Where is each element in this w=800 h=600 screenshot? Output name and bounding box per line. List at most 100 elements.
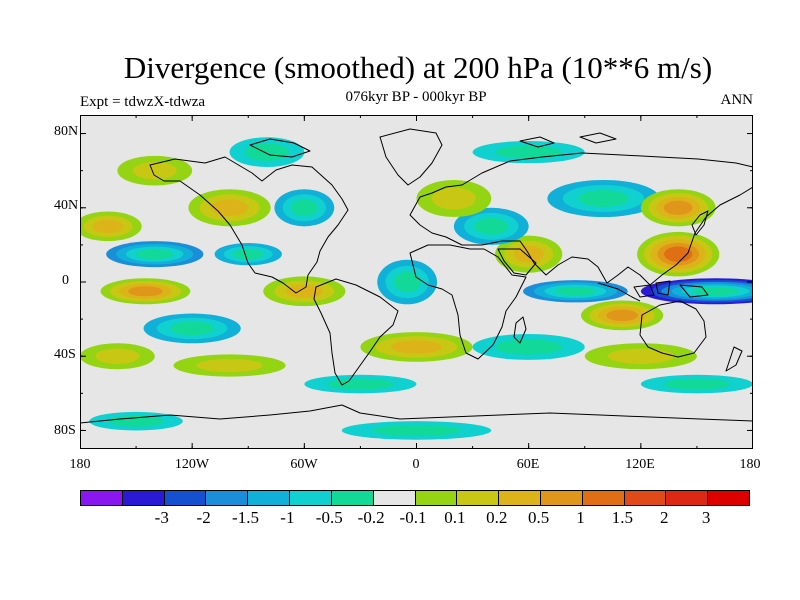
colorbar-label: 2 xyxy=(660,508,669,527)
contour-band xyxy=(327,378,394,390)
lat-tick-label: 80N xyxy=(54,124,79,139)
colorbar-cell xyxy=(666,491,709,505)
colorbar-label: 0.2 xyxy=(486,508,508,527)
coastline-arabia xyxy=(497,248,537,276)
season-label: ANN xyxy=(720,92,754,108)
contour-band xyxy=(128,286,163,297)
coastline-madagascar xyxy=(513,316,527,344)
contour-band xyxy=(285,284,323,299)
divergence-map xyxy=(80,115,753,449)
contour-band xyxy=(132,161,177,180)
coastline-antarctica xyxy=(80,404,753,424)
divergence-anomaly xyxy=(214,243,282,266)
lat-tick-label: 40S xyxy=(54,347,76,362)
coastline-south-america xyxy=(313,278,399,386)
lon-tick-label: 0 xyxy=(412,457,420,472)
contour-band xyxy=(431,187,476,210)
lon-tick-label: 180 xyxy=(69,457,91,472)
colorbar-cell xyxy=(499,491,541,505)
divergence-anomaly xyxy=(80,211,142,242)
colorbar-cell xyxy=(708,491,749,505)
colorbar-label: -0.2 xyxy=(357,508,385,527)
coastline-japan xyxy=(691,210,709,236)
contour-band xyxy=(95,348,140,364)
divergence-field xyxy=(80,137,753,440)
experiment-label: Expt = tdwzX-tdwza xyxy=(80,94,206,110)
colorbar-label: -0.5 xyxy=(315,508,343,527)
contour-band xyxy=(136,249,174,260)
divergence-anomaly xyxy=(106,241,204,268)
divergence-anomaly xyxy=(229,137,305,167)
coastlines xyxy=(80,128,753,424)
divergence-anomaly xyxy=(188,189,271,227)
divergence-anomaly xyxy=(523,280,628,303)
divergence-anomaly xyxy=(416,179,492,218)
coastline-north-america xyxy=(149,156,349,294)
divergence-anomaly xyxy=(584,343,697,370)
contour-band xyxy=(372,424,461,436)
colorbar-cell xyxy=(624,491,667,505)
lat-tick-label: 0 xyxy=(62,273,69,288)
divergence-anomaly xyxy=(637,231,720,277)
colorbar-label: -0.1 xyxy=(399,508,427,527)
colorbar-label: 0.1 xyxy=(444,508,466,527)
divergence-anomaly xyxy=(80,343,155,370)
divergence-anomaly xyxy=(274,189,335,227)
coastline-africa xyxy=(409,244,527,360)
coastline-eurasia xyxy=(409,152,753,286)
contour-band xyxy=(92,219,124,234)
coastline-indonesia xyxy=(597,280,709,302)
lon-tick-label: 180 xyxy=(739,457,761,472)
lon-tick-label: 60E xyxy=(516,457,540,472)
divergence-anomaly xyxy=(640,374,753,394)
divergence-anomaly xyxy=(100,278,191,305)
contour-band xyxy=(196,358,263,373)
period-label: 076kyr BP - 000kyr BP xyxy=(345,89,487,105)
contour-band xyxy=(495,339,562,355)
divergence-anomaly xyxy=(143,313,241,344)
divergence-anomaly xyxy=(377,259,438,305)
axis-tick-marks xyxy=(80,115,753,449)
divergence-anomaly xyxy=(117,155,193,186)
colorbar-cell xyxy=(373,491,416,505)
colorbar-cell xyxy=(248,491,291,505)
colorbar-cell xyxy=(206,491,249,505)
colorbar-cell xyxy=(122,491,165,505)
colorbar-cell xyxy=(331,491,374,505)
contour-band xyxy=(290,199,318,217)
coastline-arctic-islands xyxy=(249,132,617,158)
contour-band xyxy=(578,190,629,207)
coastline-australia xyxy=(639,300,707,358)
contour-band xyxy=(555,286,596,296)
colorbar-label: 1 xyxy=(576,508,585,527)
colorbar-label: -3 xyxy=(154,508,169,527)
coastline-greenland xyxy=(379,128,443,186)
contour-band xyxy=(691,287,740,296)
contour-band xyxy=(495,145,562,159)
contour-band xyxy=(391,340,442,354)
divergence-anomaly xyxy=(581,300,664,331)
colorbar-cell xyxy=(457,491,500,505)
divergence-anomaly xyxy=(453,207,529,245)
contour-band xyxy=(210,199,249,217)
colorbar-label: 0.5 xyxy=(528,508,550,527)
chart-title: Divergence (smoothed) at 200 hPa (10**6 … xyxy=(123,50,713,85)
divergence-anomaly xyxy=(341,421,492,440)
colorbar-cell xyxy=(415,491,458,505)
contour-band xyxy=(663,378,731,390)
lat-tick-label: 40N xyxy=(54,198,79,213)
colorbar-label: -1.5 xyxy=(232,508,259,527)
contour-band xyxy=(232,249,264,260)
divergence-anomaly xyxy=(304,374,417,394)
divergence-anomaly xyxy=(547,179,660,218)
divergence-anomaly xyxy=(472,333,585,360)
colorbar xyxy=(80,490,750,506)
colorbar-label: -1 xyxy=(280,508,295,527)
divergence-anomaly xyxy=(360,332,473,362)
contour-band xyxy=(474,217,509,235)
contour-band xyxy=(607,348,674,364)
colorbar-cell xyxy=(164,491,207,505)
colorbar-cell xyxy=(540,491,583,505)
contour-band xyxy=(170,321,215,336)
coastline-new-zealand xyxy=(725,346,743,372)
